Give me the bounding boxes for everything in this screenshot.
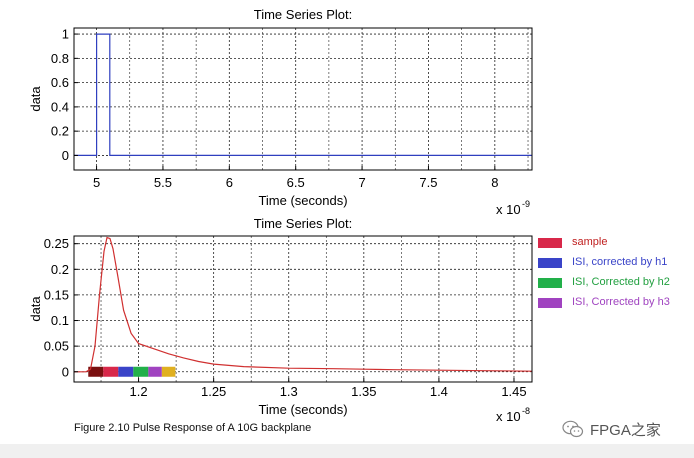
plot2-ytick-label-4: 0.2 [51, 262, 69, 277]
legend-label-h2: ISI, Corrected by h2 [572, 276, 670, 288]
plot2-marker-5 [161, 366, 176, 377]
plot2-ytick-label-2: 0.1 [51, 313, 69, 328]
plot2-marker-2 [118, 366, 134, 377]
plot2-xtick-label-5: 1.45 [501, 384, 526, 399]
legend-swatch-sample [538, 238, 562, 248]
legend-label-h1: ISI, corrected by h1 [572, 256, 668, 268]
plot2-ytick-label-0: 0 [62, 364, 69, 379]
plot1-ytick-label-0: 0 [62, 148, 69, 163]
plot2-ytick-label-1: 0.05 [44, 339, 69, 354]
legend-item-h2: ISI, Corrected by h2 [538, 276, 694, 296]
plot2-xtick-label-0: 1.2 [130, 384, 148, 399]
plot1-ytick-label-2: 0.4 [51, 99, 69, 114]
plot2-marker-4 [148, 366, 162, 377]
legend-swatch-h2 [538, 278, 562, 288]
plot2-x-exponent-power: -8 [522, 406, 530, 416]
plot2-xtick-label-4: 1.4 [430, 384, 448, 399]
plot2-marker-3 [133, 366, 149, 377]
plot1-background [74, 28, 532, 170]
plot2-xtick-label-3: 1.35 [351, 384, 376, 399]
legend: sample ISI, corrected by h1 ISI, Correct… [538, 236, 694, 316]
plot2-series-line-0 [74, 236, 533, 373]
footer-bar [0, 444, 694, 458]
legend-label-h3: ISI, Corrected by h3 [572, 296, 670, 308]
plot2-marker-1 [103, 366, 119, 377]
plot2-marker-0 [88, 366, 104, 377]
figure-caption: Figure 2.10 Pulse Response of A 10G back… [74, 422, 312, 434]
plot1-frame [73, 27, 533, 171]
plot1-xtick-label-4: 7 [358, 175, 365, 190]
legend-item-h3: ISI, Corrected by h3 [538, 296, 694, 316]
plot1-xtick-label-1: 5.5 [154, 175, 172, 190]
plot2-xlabel: Time (seconds) [258, 402, 347, 417]
legend-label-sample: sample [572, 236, 608, 248]
plot1-xlabel: Time (seconds) [258, 193, 347, 208]
plot1-ytick-label-4: 0.8 [51, 51, 69, 66]
plot2-frame [73, 235, 533, 383]
plot2-xtick-label-1: 1.25 [201, 384, 226, 399]
plot1-ytick-label-1: 0.2 [51, 124, 69, 139]
plot2-x-exponent-label: x 10 [496, 409, 521, 424]
plot1-series-line-0 [74, 33, 532, 156]
plot1-x-exponent-label: x 10 [496, 202, 521, 217]
plot2-xtick-label-2: 1.3 [280, 384, 298, 399]
wechat-icon [562, 420, 584, 438]
plot2-ytick-label-3: 0.15 [44, 287, 69, 302]
plot2-background [74, 236, 532, 382]
plot2-title: Time Series Plot: [254, 216, 353, 231]
legend-swatch-h1 [538, 258, 562, 268]
plot1-x-exponent-power: -9 [522, 199, 530, 209]
plot1-title: Time Series Plot: [254, 7, 353, 22]
plot1-ytick-label-3: 0.6 [51, 75, 69, 90]
plot1-xtick-label-6: 8 [491, 175, 498, 190]
legend-swatch-h3 [538, 298, 562, 308]
legend-item-sample: sample [538, 236, 694, 256]
legend-item-h1: ISI, corrected by h1 [538, 256, 694, 276]
watermark-text: FPGA之家 [590, 422, 661, 439]
plot1-xtick-label-2: 6 [226, 175, 233, 190]
plot1-ytick-label-5: 1 [62, 27, 69, 42]
plot1-xtick-label-0: 5 [93, 175, 100, 190]
plot1-xtick-label-5: 7.5 [419, 175, 437, 190]
plot1-xtick-label-3: 6.5 [287, 175, 305, 190]
plot2-ylabel: data [28, 296, 43, 322]
plot2-ytick-label-5: 0.25 [44, 236, 69, 251]
plot1-ylabel: data [28, 86, 43, 112]
